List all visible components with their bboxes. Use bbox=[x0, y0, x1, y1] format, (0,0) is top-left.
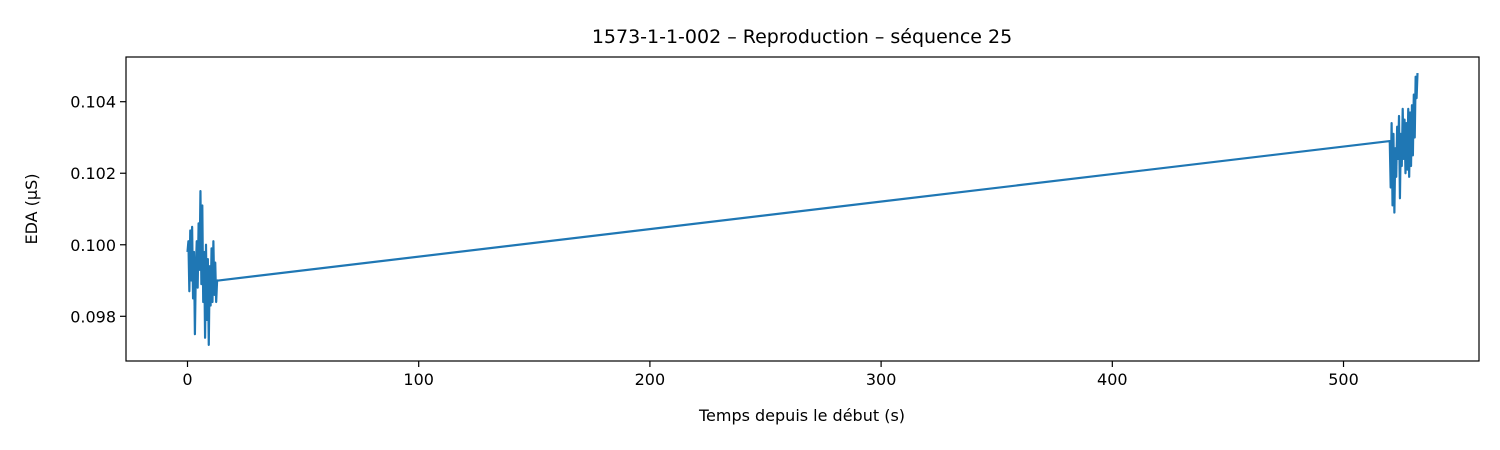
x-tick-label: 400 bbox=[1097, 370, 1128, 389]
series-line-0 bbox=[186, 73, 1419, 347]
x-tick-label: 500 bbox=[1328, 370, 1359, 389]
x-axis-label: Temps depuis le début (s) bbox=[698, 406, 905, 425]
plot-area bbox=[186, 73, 1419, 347]
x-tick-label: 200 bbox=[635, 370, 666, 389]
y-axis-label: EDA (µS) bbox=[22, 174, 41, 245]
x-tick-label: 0 bbox=[182, 370, 192, 389]
x-axis: 0 100 200 300 400 500 bbox=[182, 361, 1359, 389]
y-tick-label: 0.102 bbox=[70, 164, 116, 183]
x-tick-label: 100 bbox=[403, 370, 434, 389]
y-tick-label: 0.098 bbox=[70, 307, 116, 326]
x-tick-label: 300 bbox=[866, 370, 897, 389]
y-axis: 0.098 0.100 0.102 0.104 bbox=[70, 93, 126, 326]
y-tick-label: 0.104 bbox=[70, 93, 116, 112]
y-tick-label: 0.100 bbox=[70, 236, 116, 255]
chart-title: 1573-1-1-002 – Reproduction – séquence 2… bbox=[592, 26, 1012, 48]
plot-frame bbox=[125, 56, 1480, 362]
